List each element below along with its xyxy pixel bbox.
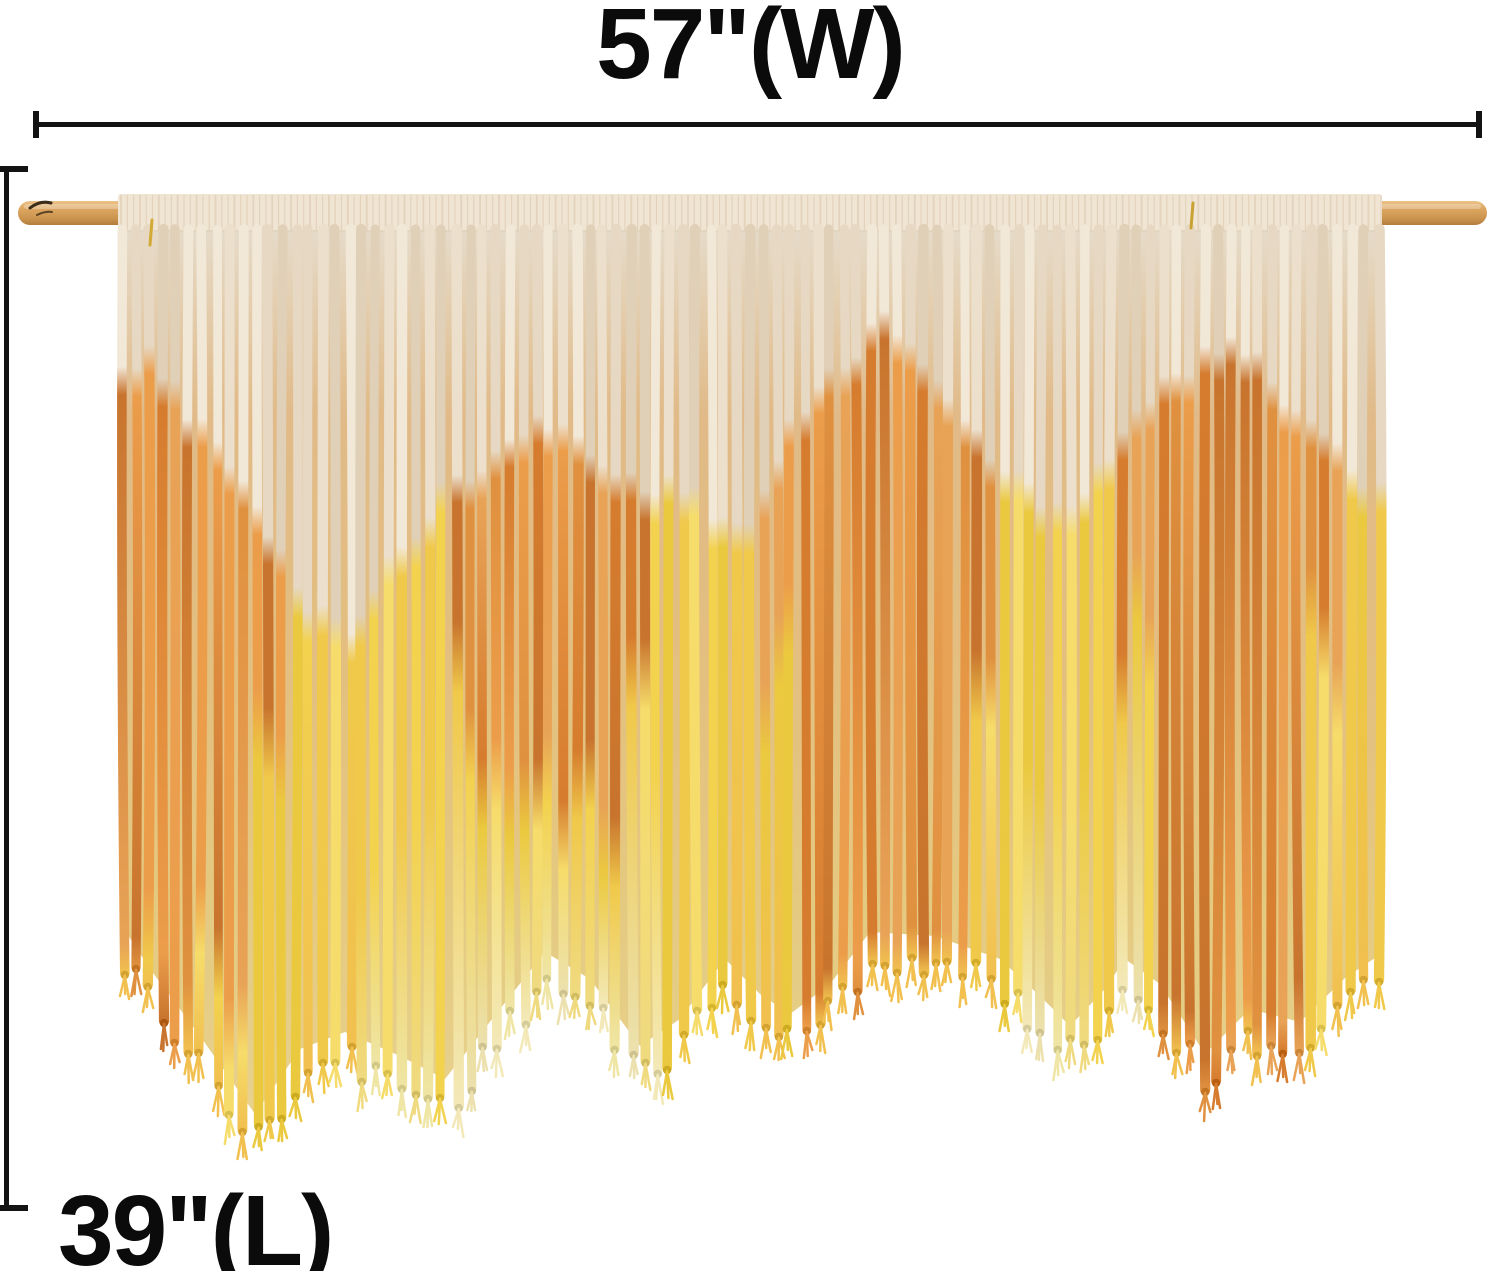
- length-measure-top-tick: [0, 166, 28, 172]
- width-measure-right-tick: [1476, 111, 1482, 138]
- width-measure-left-tick: [33, 111, 39, 138]
- length-measure-line: [0, 166, 28, 1211]
- width-dimension-label: 57"(W): [596, 0, 906, 100]
- length-dimension-label: 39"(L): [58, 1175, 334, 1271]
- length-measure-bottom-tick: [0, 1205, 28, 1211]
- width-measure-line: [33, 111, 1482, 138]
